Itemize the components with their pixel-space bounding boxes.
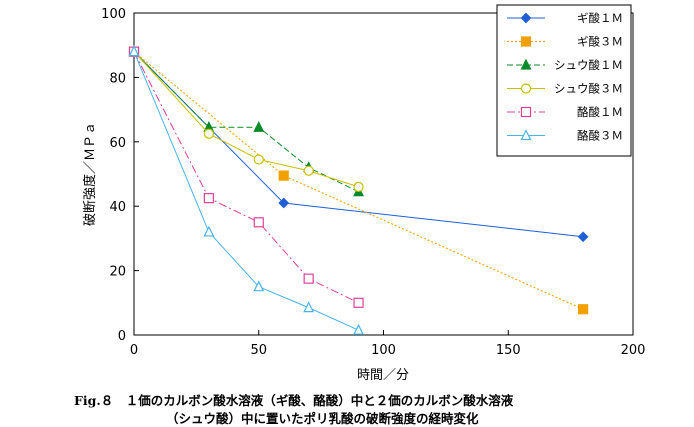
series-line <box>133 51 359 188</box>
series-line <box>133 51 359 331</box>
data-point <box>353 181 364 192</box>
figure-caption-line2: （シュウ酸）中に置いたポリ乳酸の破断強度の経時変化 <box>166 411 479 426</box>
legend-marker <box>520 83 532 94</box>
series-line <box>133 51 359 193</box>
legend: ギ酸１Ｍ ギ酸３Ｍ シュウ酸１Ｍ シュウ酸３Ｍ 酪酸１Ｍ 酪酸３Ｍ <box>496 4 632 157</box>
series-3 <box>128 45 365 197</box>
data-point <box>353 297 364 308</box>
x-tick-label: 200 <box>621 343 646 358</box>
legend-marker <box>520 58 532 70</box>
data-point <box>577 304 589 315</box>
legend-item: 酪酸３Ｍ <box>507 129 623 143</box>
legend-label: シュウ酸３Ｍ <box>554 82 623 96</box>
data-point <box>577 231 589 243</box>
y-axis-label: 破断強度／ＭＰａ <box>82 122 98 226</box>
data-point <box>203 128 214 139</box>
x-tick-label: 100 <box>371 343 396 358</box>
y-tick-label: 40 <box>109 200 126 215</box>
x-tick-label: 150 <box>496 343 521 358</box>
x-tick-label: 50 <box>250 343 267 358</box>
y-tick-label: 80 <box>109 71 126 86</box>
axes: 0 50 100 150 200 0 20 40 60 80 100 <box>101 7 645 358</box>
data-point <box>353 323 365 335</box>
series-4 <box>128 46 364 192</box>
legend-label: ギ酸３Ｍ <box>577 35 623 49</box>
legend-label: 酪酸１Ｍ <box>577 105 623 119</box>
legend-box <box>496 4 632 157</box>
legend-item: シュウ酸１Ｍ <box>507 58 623 72</box>
data-point <box>303 273 314 284</box>
data-point <box>203 225 215 237</box>
legend-label: ギ酸１Ｍ <box>577 11 623 25</box>
legend-label: 酪酸３Ｍ <box>577 129 623 143</box>
legend-label: シュウ酸１Ｍ <box>554 58 623 72</box>
data-point <box>128 45 140 57</box>
legend-item: 酪酸１Ｍ <box>507 105 623 119</box>
data-point <box>278 170 289 181</box>
legend-item: ギ酸３Ｍ <box>507 35 623 49</box>
figure-caption-line1: Fig.８ １価のカルボン酸水溶液（ギ酸、酪酸）中と２価のカルボン酸水溶液 <box>74 393 514 408</box>
y-tick-label: 60 <box>109 136 126 151</box>
series-line <box>133 51 584 310</box>
data-point <box>253 154 264 165</box>
x-tick-label: 0 <box>130 343 138 358</box>
y-tick-label: 0 <box>118 329 126 344</box>
y-tick-label: 100 <box>101 7 126 22</box>
x-axis-label: 時間／分 <box>357 368 409 383</box>
series-6 <box>128 45 365 335</box>
y-tick-label: 20 <box>109 265 126 280</box>
data-point <box>253 217 264 228</box>
strength-chart: 0 50 100 150 200 0 20 40 60 80 100 ギ酸１Ｍ ギ酸３Ｍ シュウ酸１Ｍ シ… <box>82 4 645 383</box>
legend-marker <box>520 129 532 141</box>
data-point <box>253 120 265 132</box>
legend-item: シュウ酸３Ｍ <box>507 82 623 96</box>
data-point <box>253 280 265 292</box>
legend-marker <box>520 12 532 24</box>
data-point <box>303 165 314 176</box>
data-point <box>278 197 290 209</box>
legend-marker <box>520 36 532 47</box>
data-point <box>203 193 214 204</box>
data-point <box>303 301 315 313</box>
legend-marker <box>520 106 532 118</box>
series-layer <box>128 45 589 335</box>
legend-item: ギ酸１Ｍ <box>507 11 623 25</box>
